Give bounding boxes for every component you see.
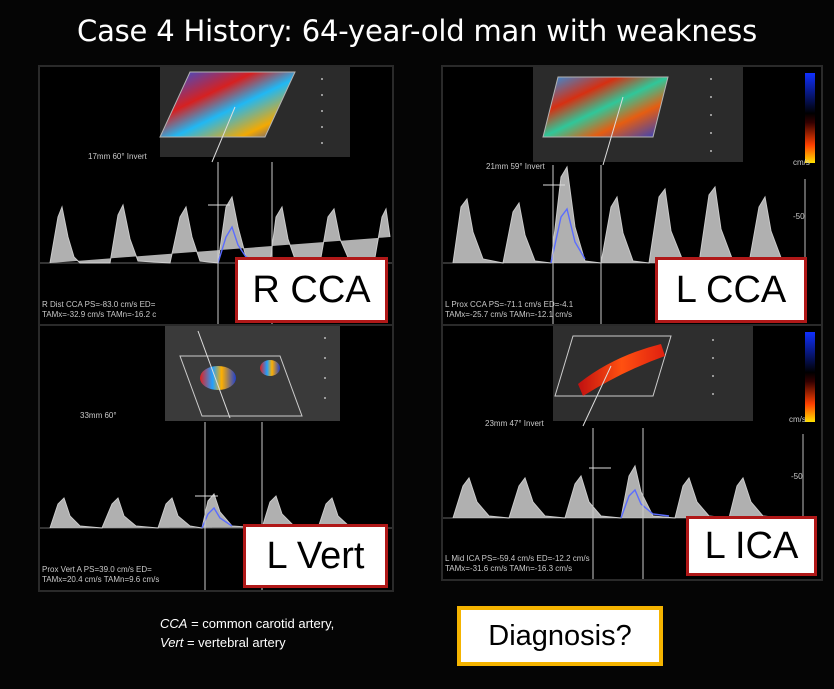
depth-angle-text: 21mm 59° Invert — [486, 162, 546, 171]
vessel-label-l-cca: L CCA — [655, 257, 807, 323]
footnote-line-1: CCA = common carotid artery, — [160, 614, 334, 633]
footnote-text-vert: = vertebral artery — [183, 635, 286, 650]
footnote-text-cca: = common carotid artery, — [187, 616, 335, 631]
scale-mark: -50 — [793, 212, 805, 221]
velocity-unit: cm/s — [789, 415, 806, 424]
measurement-line-2: TAMx=-32.9 cm/s TAMn=-16.2 c — [42, 310, 156, 319]
ultrasound-image-l-vert: 33mm 60° Prox Vert A PS=39.0 cm/s ED= TA… — [40, 326, 392, 590]
panel-l-vert: 33mm 60° Prox Vert A PS=39.0 cm/s ED= TA… — [38, 324, 394, 592]
vessel-label-l-ica: L ICA — [686, 516, 817, 576]
depth-angle-text: 17mm 60° Invert — [88, 152, 148, 161]
slide-title: Case 4 History: 64-year-old man with wea… — [77, 14, 757, 48]
depth-angle-text: 33mm 60° — [80, 411, 117, 420]
abbreviation-footnote: CCA = common carotid artery, Vert = vert… — [160, 614, 334, 652]
ultrasound-image-r-cca: 17mm 60° Invert R Dist CCA PS=-83.0 cm/s… — [40, 67, 392, 325]
measurement-line-2: TAMx=-31.6 cm/s TAMn=-16.3 cm/s — [445, 564, 572, 573]
panel-l-ica: 23mm 47° Invert cm/s -50 L Mid ICA PS=-5… — [441, 324, 823, 581]
scale-mark: -50 — [791, 472, 803, 481]
vessel-label-r-cca: R CCA — [235, 257, 388, 323]
footnote-abbr-vert: Vert — [160, 635, 184, 650]
footnote-abbr-cca: CCA — [160, 616, 188, 631]
footnote-line-2: Vert = vertebral artery — [160, 633, 334, 652]
measurement-line-1: R Dist CCA PS=-83.0 cm/s ED= — [42, 300, 156, 309]
measurement-line-2: TAMx=-25.7 cm/s TAMn=-12.1 cm/s — [445, 310, 572, 319]
vessel-label-l-vert: L Vert — [243, 524, 388, 588]
velocity-unit: cm/s — [793, 158, 810, 167]
panel-l-cca: 21mm 59° Invert cm/s -50 L Prox CCA PS=-… — [441, 65, 823, 327]
measurement-line-1: L Mid ICA PS=-59.4 cm/s ED=-12.2 cm/s — [445, 554, 590, 563]
measurement-line-2: TAMx=20.4 cm/s TAMn=9.6 cm/s — [42, 575, 159, 584]
depth-angle-text: 23mm 47° Invert — [485, 419, 545, 428]
measurement-line-1: Prox Vert A PS=39.0 cm/s ED= — [42, 565, 152, 574]
diagnosis-box: Diagnosis? — [457, 606, 663, 666]
panel-r-cca: 17mm 60° Invert R Dist CCA PS=-83.0 cm/s… — [38, 65, 394, 327]
ultrasound-image-l-ica: 23mm 47° Invert cm/s -50 L Mid ICA PS=-5… — [443, 326, 815, 579]
measurement-line-1: L Prox CCA PS=-71.1 cm/s ED=-4.1 — [445, 300, 574, 309]
